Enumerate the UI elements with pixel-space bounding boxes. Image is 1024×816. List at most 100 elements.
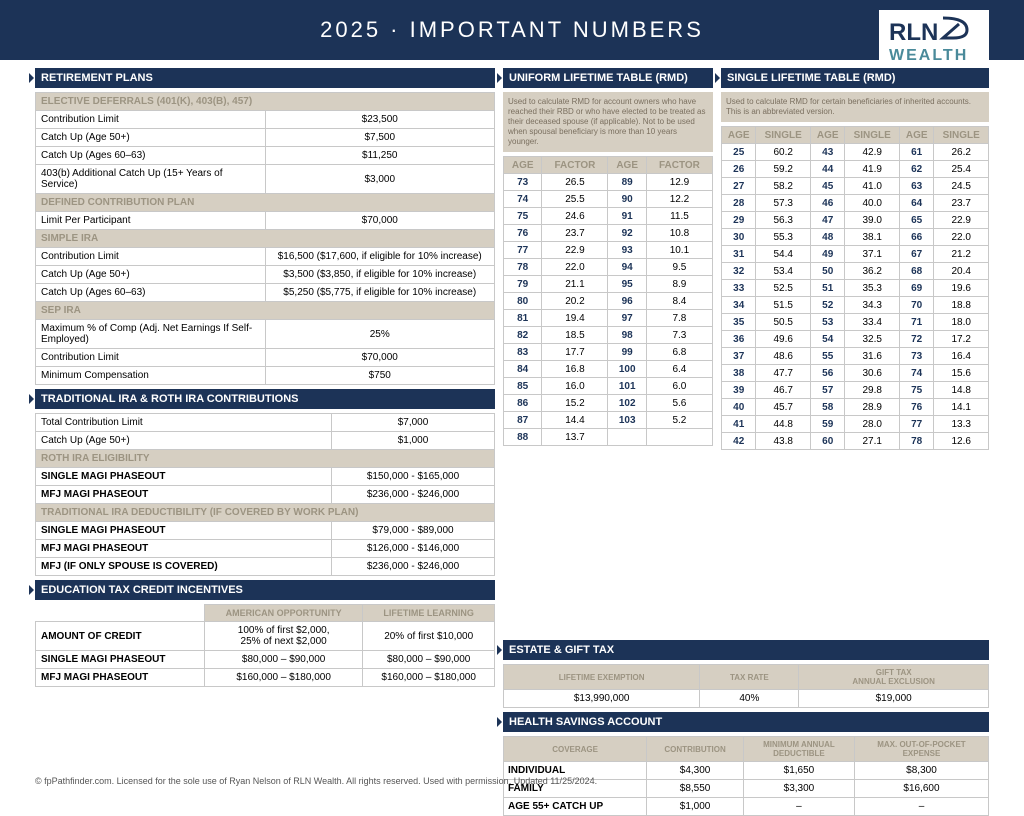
footer: © fpPathfinder.com. Licensed for the sol… — [0, 772, 632, 790]
label: Total Contribution Limit — [36, 414, 332, 432]
col-header: LIFETIME EXEMPTION — [504, 665, 700, 690]
factor-cell: 6.4 — [646, 361, 712, 378]
subheader: SEP IRA — [36, 302, 495, 320]
factor-cell: 25.5 — [542, 191, 608, 208]
factor-cell: 21.2 — [934, 246, 989, 263]
page-title: 2025 · IMPORTANT NUMBERS — [320, 17, 704, 43]
factor-cell: 14.8 — [934, 382, 989, 399]
ira-table: Total Contribution Limit$7,000Catch Up (… — [35, 413, 495, 576]
age-cell: 45 — [810, 178, 844, 195]
age-cell: 98 — [608, 327, 646, 344]
age-cell: 78 — [504, 259, 542, 276]
label: MFJ MAGI PHASEOUT — [36, 669, 205, 687]
value: $8,550 — [647, 780, 744, 798]
value: $750 — [265, 367, 495, 385]
factor-cell: 51.5 — [756, 297, 811, 314]
factor-cell: 42.9 — [845, 144, 900, 161]
age-cell: 99 — [608, 344, 646, 361]
factor-cell: 41.9 — [845, 161, 900, 178]
label: SINGLE MAGI PHASEOUT — [36, 522, 332, 540]
factor-cell: 22.0 — [542, 259, 608, 276]
factor-cell: 6.0 — [646, 378, 712, 395]
subheader: ROTH IRA ELIGIBILITY — [36, 450, 495, 468]
age-cell: 35 — [722, 314, 756, 331]
factor-cell: 24.5 — [934, 178, 989, 195]
col-header: AGE — [608, 157, 646, 174]
age-cell: 65 — [899, 212, 933, 229]
factor-cell: 12.2 — [646, 191, 712, 208]
col-header: SINGLE — [756, 127, 811, 144]
age-cell: 70 — [899, 297, 933, 314]
age-cell: 30 — [722, 229, 756, 246]
col-header: AMERICAN OPPORTUNITY — [204, 605, 362, 622]
value: 25% — [265, 320, 495, 349]
subheader: TRADITIONAL IRA DEDUCTIBILITY (IF COVERE… — [36, 504, 495, 522]
factor-cell: 9.5 — [646, 259, 712, 276]
col-header: MAX. OUT-OF-POCKET EXPENSE — [854, 737, 988, 762]
subheader: SIMPLE IRA — [36, 230, 495, 248]
page-body: RETIREMENT PLANS ELECTIVE DEFERRALS (401… — [0, 60, 1024, 691]
age-cell: 52 — [810, 297, 844, 314]
factor-cell: 18.0 — [934, 314, 989, 331]
age-cell: 66 — [899, 229, 933, 246]
header-bar: 2025 · IMPORTANT NUMBERS — [0, 0, 1024, 60]
label: Catch Up (Age 50+) — [36, 129, 266, 147]
factor-cell: 40.0 — [845, 195, 900, 212]
age-cell: 97 — [608, 310, 646, 327]
value: $3,500 ($3,850, if eligible for 10% incr… — [265, 266, 495, 284]
factor-cell: 31.6 — [845, 348, 900, 365]
value: $80,000 – $90,000 — [363, 651, 495, 669]
age-cell: 44 — [810, 161, 844, 178]
coverage: AGE 55+ CATCH UP — [504, 798, 647, 816]
factor-cell: 58.2 — [756, 178, 811, 195]
factor-cell: 20.4 — [934, 263, 989, 280]
factor-cell: 17.7 — [542, 344, 608, 361]
factor-cell: 36.2 — [845, 263, 900, 280]
factor-cell: 28.9 — [845, 399, 900, 416]
age-cell: 39 — [722, 382, 756, 399]
age-cell: 84 — [504, 361, 542, 378]
age-cell: 53 — [810, 314, 844, 331]
factor-cell: 16.8 — [542, 361, 608, 378]
value: – — [743, 798, 854, 816]
age-cell: 86 — [504, 395, 542, 412]
factor-cell: 6.8 — [646, 344, 712, 361]
label: Contribution Limit — [36, 248, 266, 266]
col-header: MINIMUM ANNUAL DEDUCTIBLE — [743, 737, 854, 762]
factor-cell: 24.6 — [542, 208, 608, 225]
edu-title: EDUCATION TAX CREDIT INCENTIVES — [35, 580, 495, 600]
label: Maximum % of Comp (Adj. Net Earnings If … — [36, 320, 266, 349]
factor-cell: 38.1 — [845, 229, 900, 246]
age-cell: 49 — [810, 246, 844, 263]
age-cell: 72 — [899, 331, 933, 348]
label: MFJ MAGI PHASEOUT — [36, 540, 332, 558]
value: $70,000 — [265, 349, 495, 367]
value: $11,250 — [265, 147, 495, 165]
label: MFJ MAGI PHASEOUT — [36, 486, 332, 504]
value: $126,000 - $146,000 — [332, 540, 495, 558]
label: Contribution Limit — [36, 349, 266, 367]
age-cell: 32 — [722, 263, 756, 280]
factor-cell: 34.3 — [845, 297, 900, 314]
age-cell: 63 — [899, 178, 933, 195]
col-header: SINGLE — [845, 127, 900, 144]
age-cell: 68 — [899, 263, 933, 280]
factor-cell: 13.3 — [934, 416, 989, 433]
age-cell: 55 — [810, 348, 844, 365]
factor-cell: 13.7 — [542, 429, 608, 446]
age-cell: 48 — [810, 229, 844, 246]
factor-cell: 12.9 — [646, 174, 712, 191]
factor-cell: 18.8 — [934, 297, 989, 314]
col-header: AGE — [810, 127, 844, 144]
factor-cell: 37.1 — [845, 246, 900, 263]
age-cell: 76 — [504, 225, 542, 242]
value: $7,000 — [332, 414, 495, 432]
col-header: FACTOR — [542, 157, 608, 174]
col-header — [36, 605, 205, 622]
factor-cell: 16.4 — [934, 348, 989, 365]
factor-cell: 53.4 — [756, 263, 811, 280]
value: $150,000 - $165,000 — [332, 468, 495, 486]
factor-cell: 33.4 — [845, 314, 900, 331]
factor-cell: 10.8 — [646, 225, 712, 242]
age-cell: 29 — [722, 212, 756, 229]
